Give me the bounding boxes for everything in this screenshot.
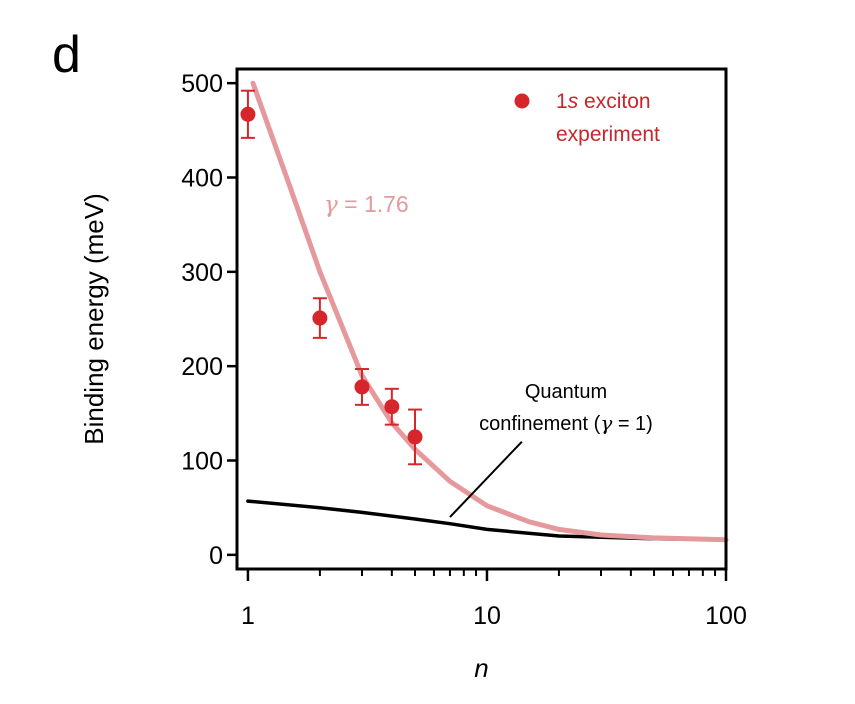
y-tick-label: 400 <box>181 164 223 192</box>
plot-frame <box>235 67 728 571</box>
y-tick-label: 500 <box>181 70 223 98</box>
data-point <box>407 408 423 466</box>
fit-gamma-symbol: γ <box>324 192 338 218</box>
legend-label: 1s exciton <box>556 90 651 113</box>
curves-layer <box>246 80 729 543</box>
legend-label-prefix: 1 <box>556 90 568 113</box>
experiment-marker <box>240 106 256 122</box>
y-tick-label: 100 <box>181 448 223 476</box>
legend-label-italic: s <box>568 90 579 113</box>
data-point <box>312 297 328 339</box>
y-axis-title: Binding energy (meV) <box>79 193 109 444</box>
experiment-marker <box>312 310 328 326</box>
annotation-pointer <box>449 440 523 518</box>
ticks-layer <box>227 81 728 581</box>
legend-label-line2: experiment <box>556 123 660 146</box>
x-tick-label: 10 <box>473 602 501 630</box>
y-tick-label: 0 <box>209 542 223 570</box>
points-layer <box>240 89 423 466</box>
legend-marker <box>514 93 530 109</box>
quantum-label-line1: Quantum <box>525 381 607 403</box>
fit-curve <box>250 80 729 543</box>
y-tick-label: 300 <box>181 259 223 287</box>
fit-gamma-value: = 1.76 <box>338 191 409 217</box>
y-tick-label: 200 <box>181 353 223 381</box>
data-point <box>384 387 400 426</box>
legend-label-suffix: exciton <box>578 90 650 113</box>
quantum-label-prefix: confinement ( <box>479 413 601 435</box>
data-point <box>240 89 256 139</box>
x-axis-title: n <box>474 653 488 683</box>
labels-layer: 0 100 200 300 400 500 1 10 100 n Binding energy (m… <box>79 70 747 683</box>
quantum-label-line2: confinement (γ = 1) <box>479 411 653 435</box>
experiment-marker <box>354 379 370 395</box>
x-tick-label: 1 <box>241 602 255 630</box>
fit-curve-label: γ = 1.76 <box>324 191 409 218</box>
quantum-gamma-symbol: γ <box>600 411 612 435</box>
experiment-marker <box>384 399 400 415</box>
experiment-marker <box>407 429 423 445</box>
x-tick-label: 100 <box>705 602 747 630</box>
data-point <box>354 368 370 406</box>
quantum-label-suffix: = 1) <box>612 413 653 435</box>
panel-label: d <box>52 26 81 84</box>
